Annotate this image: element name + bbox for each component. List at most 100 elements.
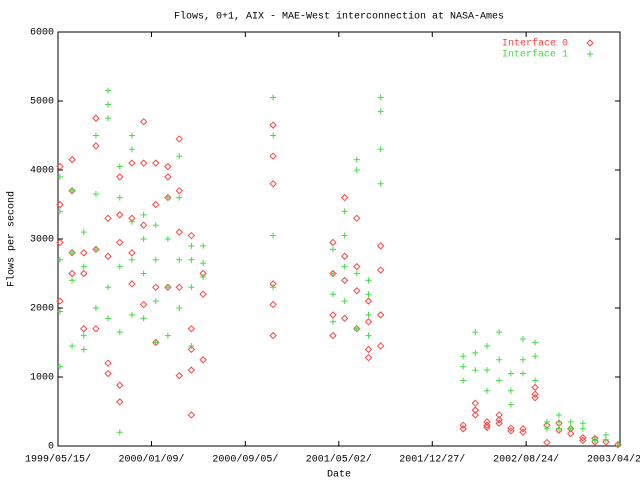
y-tick-label: 2000 [30,304,54,315]
data-point [340,193,349,202]
data-point [187,324,196,333]
data-point [116,398,124,406]
x-axis-label: Date [327,470,351,480]
data-point [353,270,360,277]
data-point [532,339,539,346]
data-point [365,311,372,318]
data-point [188,256,195,263]
data-point [376,242,385,250]
data-point [507,427,515,435]
data-point [140,211,147,218]
data-point [484,387,491,394]
data-point [92,324,100,333]
legend-label: Interface 1 [502,49,568,61]
data-point [532,377,539,384]
data-point [80,324,88,333]
data-point [615,440,622,447]
x-tick-label: 1999/05/15/ [25,454,91,466]
data-point [199,356,207,364]
data-point [175,228,183,236]
data-point [188,242,195,249]
data-point [269,180,277,188]
data-point [139,221,148,229]
data-point [104,369,112,378]
data-point [56,238,64,247]
data-point [270,94,277,101]
data-point [340,252,349,260]
data-point [270,232,277,239]
data-point [152,159,160,167]
data-point [128,280,136,288]
y-tick-label: 4000 [30,166,54,177]
data-point [105,115,112,122]
data-point [353,167,360,173]
data-point [471,411,480,419]
data-point [376,342,385,350]
data-point [80,332,87,339]
data-point [164,162,172,171]
data-point [200,273,207,280]
data-point [472,329,479,336]
data-point [532,353,539,360]
data-point [176,194,183,201]
data-point [116,211,124,219]
data-point [164,284,171,291]
x-tick-label: 2000/01/09/ [118,454,184,466]
data-point [507,370,514,377]
data-point [128,256,135,263]
data-point [353,287,361,295]
data-point [187,366,196,374]
data-point [69,277,76,284]
data-point [104,359,112,367]
data-point [341,232,348,239]
data-point [377,146,384,153]
data-point [175,186,183,195]
data-point [188,342,195,349]
data-point [176,153,183,160]
y-tick-label: 0 [48,442,54,453]
data-point [92,246,99,253]
data-point [92,191,99,198]
data-point [365,291,372,298]
data-point [531,390,539,398]
data-point [116,173,124,181]
data-point [116,381,124,389]
data-point [353,262,361,271]
data-point [495,411,503,419]
data-point [176,305,183,311]
data-point [105,284,112,291]
data-point [460,353,467,360]
data-point [152,283,160,292]
data-point [116,163,123,170]
data-point [364,318,373,326]
data-point [164,194,171,201]
data-point [139,159,148,167]
data-point [164,236,171,242]
data-point [56,162,64,171]
data-point [56,363,63,370]
data-point [80,229,87,236]
data-point [507,401,514,408]
data-point [543,418,550,425]
data-point [92,142,100,150]
data-point [104,252,112,260]
data-point [555,418,562,425]
data-point [365,332,372,339]
data-point [602,438,610,446]
data-point [459,425,467,433]
data-point [80,263,87,270]
x-tick-label: 2000/09/05/ [212,454,278,466]
data-point [56,308,63,315]
data-point [128,146,135,153]
data-point [602,436,609,443]
data-point [483,423,491,432]
y-tick-label: 5000 [30,97,54,108]
data-point [269,331,277,340]
data-point [140,270,147,277]
data-point [531,393,539,402]
data-point [340,276,349,285]
data-point [139,117,148,126]
data-point [364,345,373,354]
data-point [472,349,479,356]
